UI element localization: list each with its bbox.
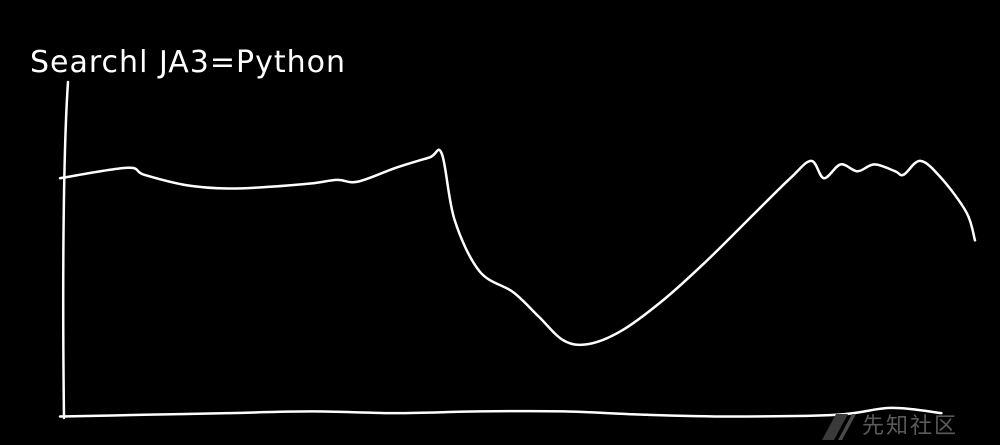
series-line-1 xyxy=(58,148,977,347)
series-line-2 xyxy=(58,406,943,418)
chart-title: Searchl JA3=Python xyxy=(30,45,346,80)
watermark: 先知社区 xyxy=(822,414,958,440)
series-layer xyxy=(58,148,977,418)
xianzhi-logo-icon xyxy=(822,414,856,440)
watermark-text: 先知社区 xyxy=(862,414,958,439)
y-axis-line xyxy=(61,80,70,420)
